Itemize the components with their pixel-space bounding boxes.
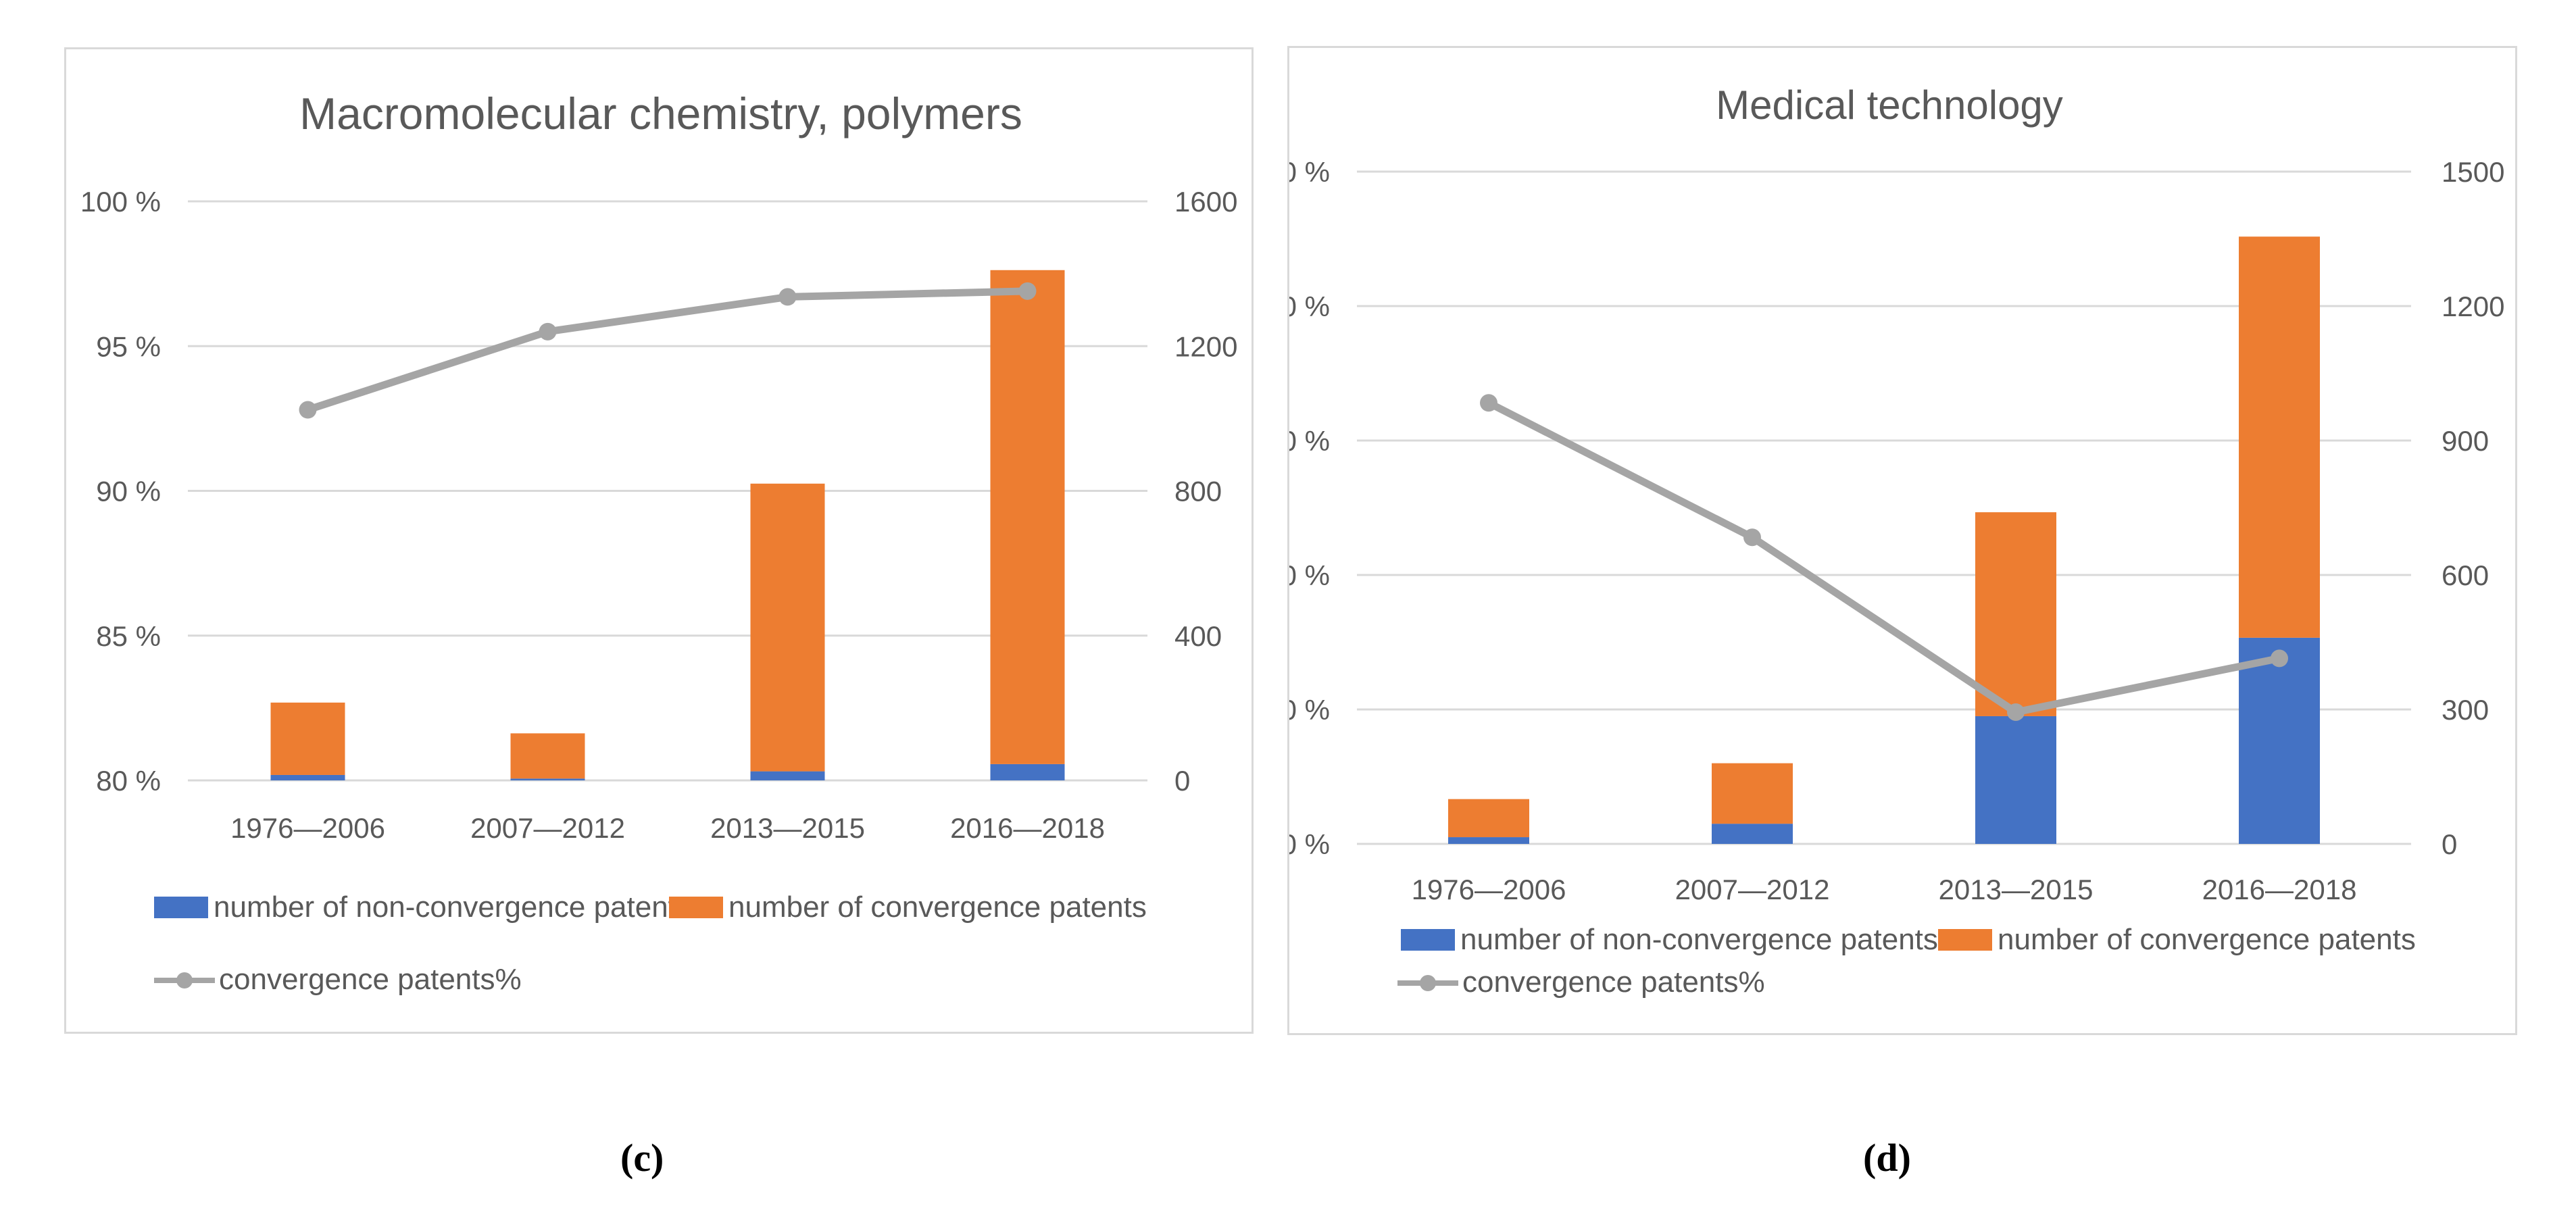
legend-swatch-convergence — [669, 897, 723, 918]
right-axis-tick-label: 1200 — [2442, 291, 2504, 322]
bar-convergence — [1975, 512, 2056, 716]
line-point — [299, 401, 317, 419]
line-convergence-percent — [1485, 399, 2283, 716]
legend-item-convergence: number of convergence patents — [669, 891, 1147, 924]
legend-label: number of non-convergence patents — [1460, 923, 1938, 956]
line-convergence-percent — [304, 287, 1031, 414]
x-axis-category-label: 1976—2006 — [1412, 874, 1566, 905]
bar-convergence — [510, 733, 585, 779]
bar-non-convergence — [270, 774, 345, 780]
legend-line-swatch — [1397, 972, 1458, 993]
chart-title: Medical technology — [1716, 82, 2063, 128]
line-point — [2007, 703, 2025, 721]
legend-item-non-convergence: number of non-convergence patents — [1401, 923, 1938, 957]
bar-non-convergence — [1448, 837, 1529, 844]
right-axis-tick-label: 0 — [1174, 765, 1190, 797]
x-axis-category-label: 2007—2012 — [1675, 874, 1830, 905]
x-axis-category-label: 2016—2018 — [2202, 874, 2357, 905]
chart-panel-c: Macromolecular chemistry, polymers 80 % 85… — [64, 47, 1254, 1034]
bar-convergence — [1712, 763, 1793, 824]
chart-panel-d: Medical technology 50 % 60 % 70 % 80 % 90 % 10… — [1287, 46, 2517, 1035]
legend-label: number of non-convergence patents — [214, 891, 691, 924]
bar-non-convergence — [510, 778, 585, 780]
line-point — [1743, 528, 1761, 547]
bar-non-convergence — [750, 771, 825, 780]
figure-caption-c: (c) — [620, 1136, 664, 1180]
right-axis-tick-label: 900 — [2442, 425, 2489, 457]
legend-item-non-convergence: number of non-convergence patents — [154, 891, 691, 924]
right-axis-tick-label: 1200 — [1174, 330, 1237, 362]
left-axis-tick-label: 60 % — [1289, 694, 1330, 726]
legend-swatch-non-convergence — [1401, 929, 1455, 951]
legend-item-convergence-percent: convergence patents% — [154, 963, 522, 997]
bar-convergence — [990, 270, 1065, 764]
bar-convergence — [270, 702, 345, 775]
legend-swatch-convergence — [1938, 929, 1992, 951]
left-axis-tick-label: 80 % — [1289, 425, 1330, 457]
right-axis-tick-label: 1500 — [2442, 156, 2504, 188]
legend-item-convergence-percent: convergence patents% — [1397, 966, 1765, 999]
legend-label: convergence patents% — [219, 963, 522, 996]
bar-convergence — [2239, 236, 2320, 638]
line-point — [1480, 394, 1497, 412]
right-axis-tick-label: 0 — [2442, 828, 2457, 860]
bar-convergence — [1448, 799, 1529, 838]
bar-non-convergence — [1975, 716, 2056, 844]
x-axis-category-label: 2007—2012 — [470, 812, 625, 844]
bar-non-convergence — [990, 763, 1065, 780]
line-point — [2271, 649, 2288, 668]
legend-item-convergence: number of convergence patents — [1938, 923, 2416, 957]
right-axis-tick-label: 800 — [1174, 476, 1222, 507]
left-axis-tick-label: 100 % — [1289, 156, 1330, 188]
bar-non-convergence — [2239, 637, 2320, 844]
line-point — [778, 288, 797, 306]
legend-label: convergence patents% — [1462, 966, 1765, 999]
x-axis-category-label: 2013—2015 — [1939, 874, 2094, 905]
bar-non-convergence — [1712, 824, 1793, 844]
right-axis-tick-label: 300 — [2442, 694, 2489, 726]
figure-caption-d: (d) — [1863, 1136, 1911, 1180]
left-axis-tick-label: 80 % — [96, 765, 161, 797]
right-axis-tick-label: 400 — [1174, 620, 1222, 652]
x-axis-category-label: 2013―2015 — [710, 812, 865, 844]
left-axis-tick-label: 70 % — [1289, 559, 1330, 591]
left-axis-tick-label: 50 % — [1289, 828, 1330, 860]
left-axis-tick-label: 90 % — [1289, 291, 1330, 322]
left-axis-tick-label: 85 % — [96, 620, 161, 652]
chart-svg-d: Medical technology 50 % 60 % 70 % 80 % 90 % 10… — [1289, 82, 2504, 905]
chart-svg-c: Macromolecular chemistry, polymers 80 % 85… — [80, 89, 1238, 844]
chart-title: Macromolecular chemistry, polymers — [299, 89, 1022, 139]
line-point — [1018, 282, 1037, 300]
legend-label: number of convergence patents — [728, 891, 1147, 924]
right-axis-tick-label: 600 — [2442, 559, 2489, 591]
legend-swatch-non-convergence — [154, 897, 208, 918]
left-axis-tick-label: 90 % — [96, 476, 161, 507]
line-point — [539, 322, 557, 341]
legend-line-swatch — [154, 970, 215, 990]
bar-convergence — [750, 483, 825, 772]
left-axis-tick-label: 100 % — [80, 186, 161, 218]
right-axis-tick-label: 1600 — [1174, 186, 1237, 218]
left-axis-tick-label: 95 % — [96, 330, 161, 362]
x-axis-category-label: 1976—2006 — [230, 812, 385, 844]
legend-label: number of convergence patents — [1998, 923, 2416, 956]
x-axis-category-label: 2016—2018 — [950, 812, 1105, 844]
